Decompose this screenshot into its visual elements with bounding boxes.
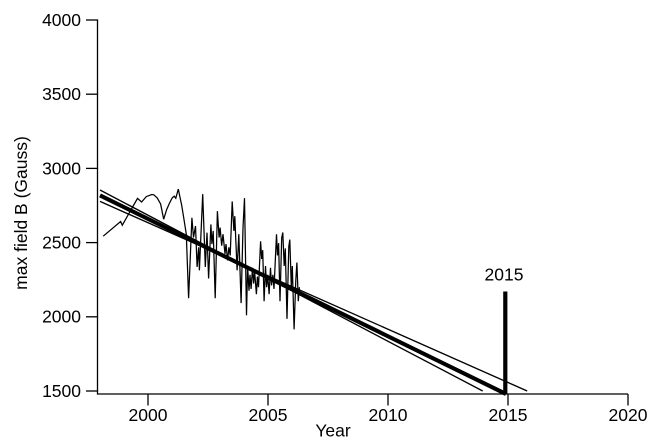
svg-text:2000: 2000: [129, 405, 168, 425]
svg-text:Year: Year: [315, 421, 351, 441]
svg-text:3000: 3000: [42, 158, 81, 178]
svg-text:max field B (Gauss): max field B (Gauss): [11, 136, 31, 290]
svg-text:2020: 2020: [609, 405, 648, 425]
svg-text:2015: 2015: [489, 405, 528, 425]
svg-text:2015: 2015: [485, 265, 524, 285]
svg-text:4000: 4000: [42, 10, 81, 30]
svg-text:2000: 2000: [42, 307, 81, 327]
svg-text:2005: 2005: [249, 405, 288, 425]
svg-text:3500: 3500: [42, 84, 81, 104]
svg-text:2500: 2500: [42, 233, 81, 253]
svg-text:2010: 2010: [369, 405, 408, 425]
svg-text:1500: 1500: [42, 381, 81, 401]
